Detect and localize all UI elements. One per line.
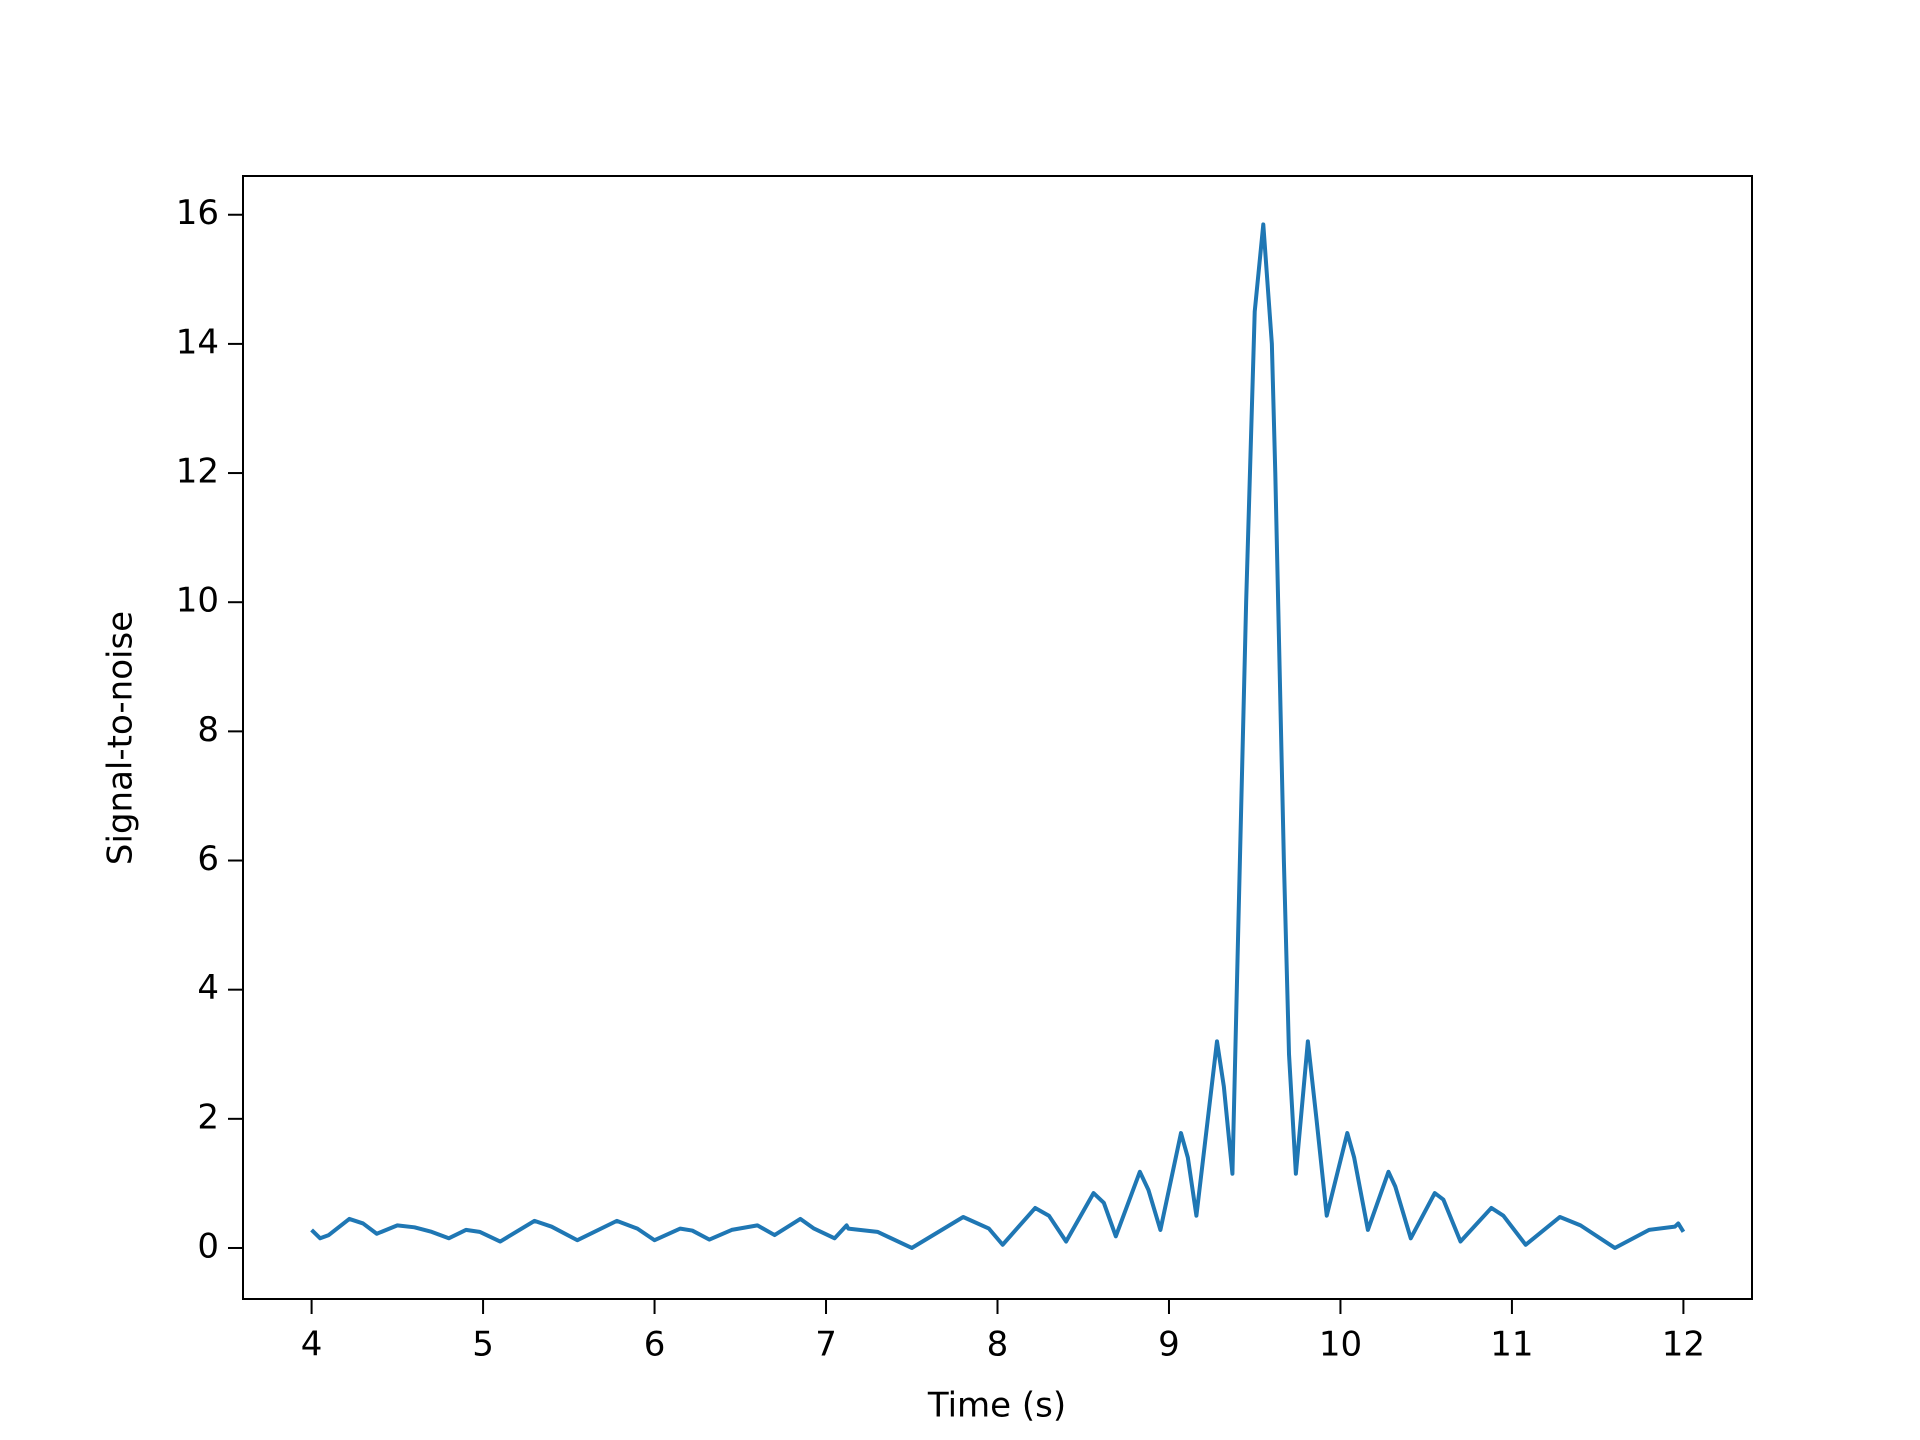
plot-frame — [242, 175, 1753, 1300]
x-tick-label: 6 — [644, 1325, 666, 1365]
x-tick-label: 8 — [987, 1325, 1009, 1365]
x-tick-label: 7 — [815, 1325, 837, 1365]
y-tick-label: 2 — [197, 1097, 219, 1137]
y-tick-label: 12 — [176, 452, 219, 492]
y-tick-label: 0 — [197, 1226, 219, 1266]
x-tick-label: 9 — [1158, 1325, 1180, 1365]
y-tick-label: 8 — [197, 710, 219, 750]
x-tick-label: 10 — [1319, 1325, 1362, 1365]
x-tick-label: 4 — [301, 1325, 323, 1365]
line — [310, 222, 1686, 1250]
x-axis-label: Time (s) — [927, 1386, 1066, 1426]
x-tick-label: 5 — [472, 1325, 494, 1365]
x-tick-label: 12 — [1662, 1325, 1705, 1365]
y-tick-label: 6 — [197, 839, 219, 879]
y-tick-label: 14 — [176, 322, 219, 362]
y-tick-label: 10 — [176, 581, 219, 621]
y-axis-label: Signal-to-noise — [101, 611, 141, 865]
y-tick-label: 4 — [197, 968, 219, 1008]
x-tick-label: 11 — [1490, 1325, 1533, 1365]
y-tick-label: 16 — [176, 193, 219, 233]
